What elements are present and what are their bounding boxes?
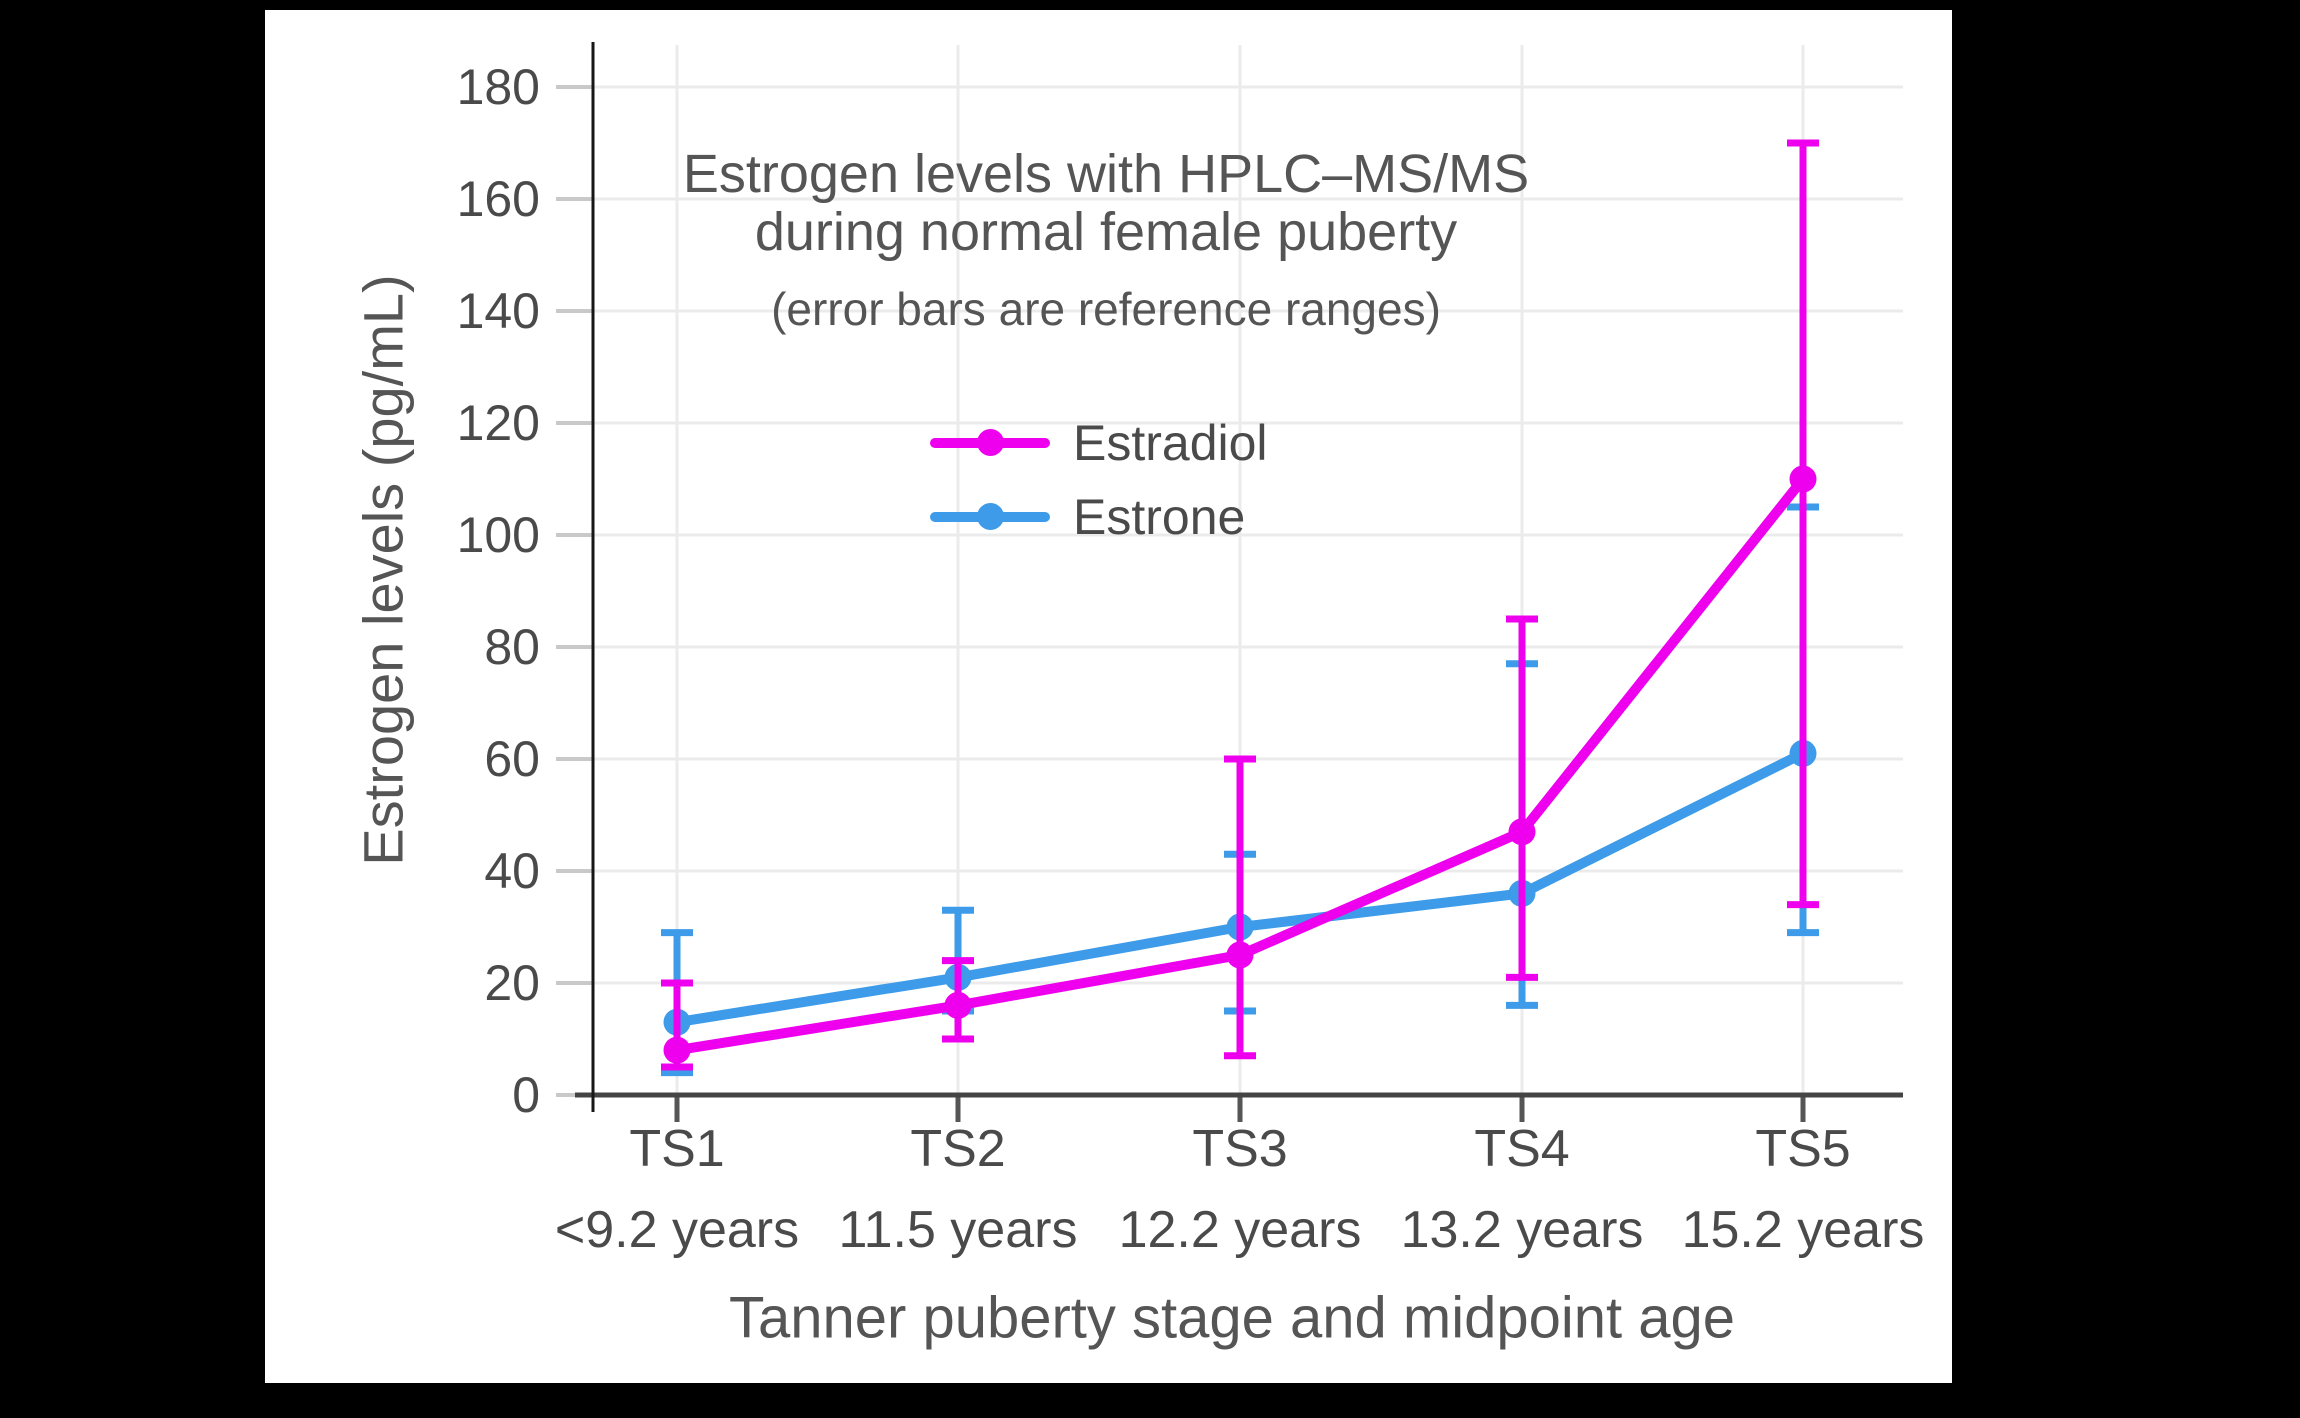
x-tick-label-stage: TS1 [629,1120,725,1178]
estradiol-series [661,139,1819,1071]
chart-subtitle: (error bars are reference ranges) [771,283,1441,335]
y-tick-label: 100 [456,507,540,563]
legend-label-estradiol: Estradiol [1073,415,1268,471]
x-tick-label-age: 13.2 years [1400,1201,1644,1259]
x-tick-label-age: 12.2 years [1118,1201,1362,1259]
legend-item-estrone: Estrone [930,480,1245,554]
y-tick-label: 40 [484,843,540,899]
y-tick-label: 80 [484,619,540,675]
legend-item-estradiol: Estradiol [930,406,1268,480]
chart-title: Estrogen levels with HPLC–MS/MS during n… [656,145,1556,261]
estradiol-line-swatch [930,429,1050,456]
x-tick-label-stage: TS3 [1192,1120,1288,1178]
y-tick-label: 60 [484,731,540,787]
estradiol-point [944,991,972,1019]
x-tick-label-stage: TS5 [1755,1120,1851,1178]
legend-label-estrone: Estrone [1073,489,1246,545]
chart-title-line1: Estrogen levels with HPLC–MS/MS [682,144,1530,204]
x-axis-title: Tanner puberty stage and midpoint age [728,1285,1736,1351]
y-tick-label: 20 [484,955,540,1011]
chart-panel [265,10,1952,1383]
y-tick-label: 120 [456,395,540,451]
x-tick-label-stage: TS4 [1474,1120,1570,1178]
y-tick-label: 180 [456,59,540,115]
estradiol-point [1226,941,1254,969]
x-tick-label-age: 11.5 years [838,1201,1078,1259]
estrone-marker-icon [977,503,1004,530]
estradiol-marker-icon [977,429,1004,456]
y-tick-label: 160 [456,171,540,227]
chart-title-line2: during normal female puberty [754,202,1458,262]
x-tick-label-age: 15.2 years [1681,1201,1925,1259]
estradiol-point [1789,465,1817,493]
y-tick-label: 140 [456,283,540,339]
x-tick-label-age: <9.2 years [554,1201,800,1259]
x-tick-label-stage: TS2 [910,1120,1006,1178]
estrone-line-swatch [930,503,1050,530]
estradiol-point [1508,818,1536,846]
y-tick-label: 0 [512,1067,540,1123]
estradiol-point [663,1036,691,1064]
